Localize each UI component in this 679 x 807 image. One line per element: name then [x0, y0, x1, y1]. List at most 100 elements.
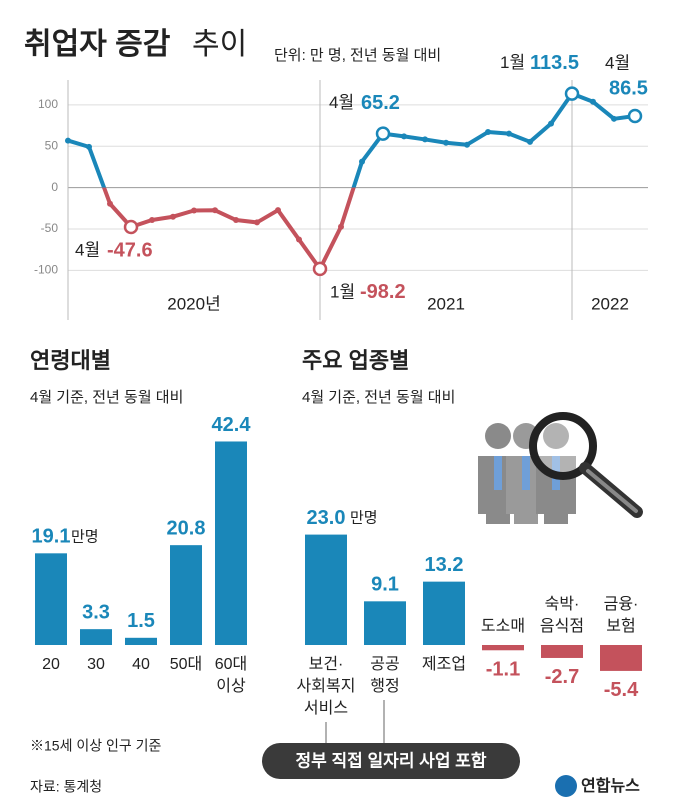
value-label: 9.1: [371, 574, 399, 596]
y-tick-label: 0: [51, 180, 58, 194]
section-subtitle: 4월 기준, 전년 동월 대비: [30, 389, 183, 406]
line-positive: [67, 91, 636, 188]
value-label: 23.0: [307, 507, 346, 529]
footnote: ※15세 이상 인구 기준: [30, 738, 162, 754]
bar: [541, 645, 583, 658]
bar: [364, 601, 406, 645]
data-point: [627, 108, 643, 124]
category-label: 40: [132, 656, 150, 673]
data-point: [123, 219, 139, 235]
data-point: [443, 139, 449, 146]
bar: [482, 645, 524, 651]
category-label: 20: [42, 656, 60, 673]
badge-text: 정부 직접 일자리 사업 포함: [296, 750, 487, 770]
data-point: [65, 137, 71, 144]
value-label: -5.4: [604, 679, 639, 701]
bar: [125, 637, 157, 645]
data-point: [548, 120, 554, 127]
value-unit: 만명: [350, 510, 378, 527]
category-label: 음식점: [540, 617, 584, 635]
data-point: [212, 207, 218, 214]
category-label: 서비스: [304, 699, 348, 717]
category-label: 공공: [370, 656, 399, 673]
data-point: [338, 223, 344, 230]
value-label: -1.1: [486, 659, 520, 681]
data-point: [506, 130, 512, 137]
value-label: 1.5: [127, 610, 155, 632]
bar: [305, 534, 347, 645]
badge-connector: [325, 700, 385, 745]
value-label: 3.3: [82, 601, 110, 623]
data-point: [191, 207, 197, 214]
data-point: [149, 217, 155, 224]
value-label: 19.1: [32, 526, 71, 548]
logo-mark: [555, 775, 577, 797]
logo: 연합뉴스: [581, 777, 640, 795]
category-label: 50대: [170, 655, 203, 673]
category-label: 금융·: [604, 595, 639, 613]
annotation-value: 86.5: [609, 77, 648, 99]
year-label: 2022: [591, 294, 629, 313]
bar: [170, 545, 202, 645]
section-title: 연령대별: [30, 348, 111, 373]
annotation-month: 1월: [500, 53, 525, 72]
workers-icon: [478, 412, 643, 524]
category-label: 30: [87, 656, 105, 673]
annotation-value: -98.2: [360, 281, 406, 303]
section-title: 주요 업종별: [302, 348, 409, 373]
annotation-month: 4월: [329, 93, 354, 112]
category-label: 보건·: [309, 655, 344, 673]
title-rest: 추이: [192, 28, 247, 61]
category-label: 60대: [215, 655, 248, 673]
y-tick-label: 50: [45, 138, 59, 152]
category-label: 도소매: [481, 617, 525, 635]
data-point: [170, 213, 176, 220]
section-subtitle: 4월 기준, 전년 동월 대비: [302, 389, 455, 406]
year-label: 2021: [427, 294, 465, 313]
annotation-value: 113.5: [530, 52, 579, 74]
value-label: -2.7: [545, 666, 579, 688]
category-label: 이상: [216, 677, 246, 695]
y-tick-label: 100: [38, 97, 58, 111]
data-point: [296, 236, 302, 243]
category-label: 보험: [606, 617, 635, 635]
data-point: [375, 126, 391, 141]
line-negative: [101, 187, 356, 271]
bar: [215, 441, 247, 645]
title: 취업자 증감: [24, 28, 171, 61]
data-point: [590, 98, 596, 105]
bar: [423, 581, 465, 645]
category-label: 사회복지: [297, 677, 356, 695]
year-label: 2020년: [167, 294, 220, 313]
bar: [80, 629, 112, 645]
badge: [262, 743, 520, 779]
category-label: 행정: [370, 677, 399, 695]
data-point: [485, 129, 491, 136]
data-point: [312, 261, 328, 277]
source: 자료: 통계청: [30, 779, 102, 795]
subtitle: 단위: 만 명, 전년 동월 대비: [274, 47, 441, 64]
data-point: [401, 133, 407, 140]
bar: [35, 553, 67, 645]
annotation-value: 65.2: [361, 92, 400, 114]
annotation-value: -47.6: [107, 239, 153, 261]
data-point: [527, 138, 533, 145]
data-point: [233, 217, 239, 224]
value-label: 13.2: [425, 554, 464, 576]
data-point: [464, 141, 470, 148]
value-label: 20.8: [167, 517, 206, 539]
category-label: 제조업: [422, 655, 466, 673]
data-point: [359, 158, 365, 165]
annotation-month: 1월: [330, 282, 355, 301]
annotation-month: 4월: [605, 53, 630, 72]
data-point: [254, 219, 260, 226]
data-point: [611, 115, 617, 122]
value-unit: 만명: [71, 528, 99, 545]
data-point: [107, 200, 113, 207]
y-tick-label: -100: [34, 263, 58, 277]
data-point: [86, 143, 92, 150]
value-label: 42.4: [212, 414, 252, 436]
category-label: 숙박·: [545, 595, 580, 613]
